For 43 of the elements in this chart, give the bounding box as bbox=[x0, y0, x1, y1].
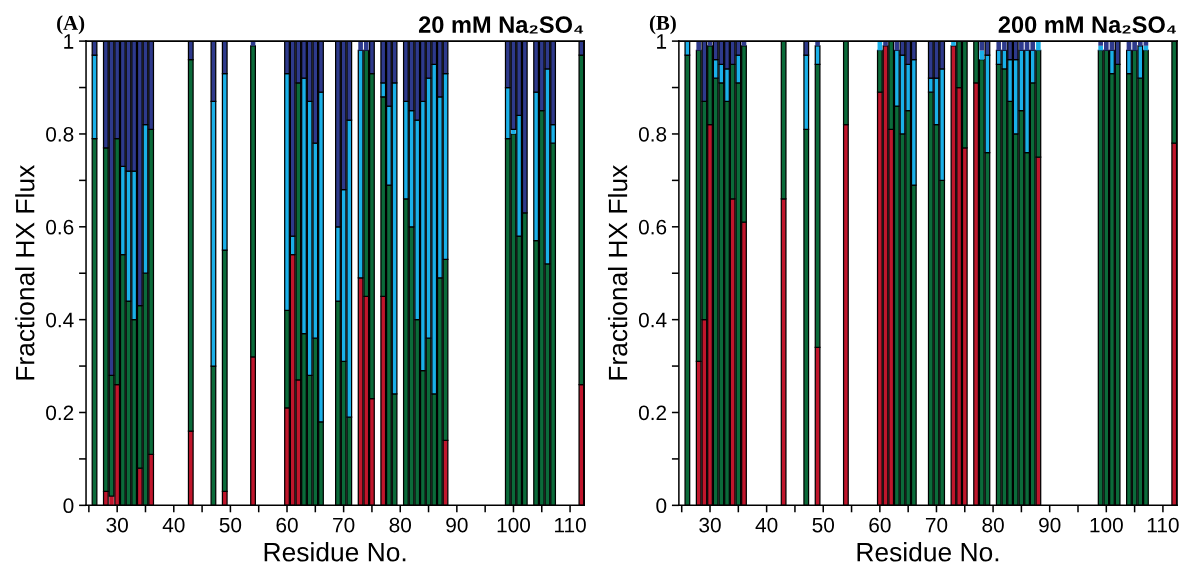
x-tick-label: 110 bbox=[1147, 517, 1179, 533]
y-tick-label: 0.6 bbox=[638, 219, 667, 235]
y-tick-label: 0 bbox=[63, 498, 74, 514]
bar bbox=[1098, 45, 1103, 51]
y-axis-title: Fractional HX Flux bbox=[607, 164, 628, 380]
bar bbox=[815, 41, 820, 46]
bar bbox=[951, 41, 956, 46]
x-tick-label: 70 bbox=[333, 517, 355, 533]
x-tick-label: 100 bbox=[1090, 517, 1123, 533]
y-tick-label: 0.2 bbox=[46, 405, 74, 421]
x-tick-label: 90 bbox=[446, 517, 468, 533]
y-tick-label: 0.6 bbox=[46, 219, 74, 235]
y-tick-label: 1 bbox=[657, 34, 667, 49]
x-tick-label: 90 bbox=[1039, 517, 1061, 533]
y-tick-label: 0.4 bbox=[638, 312, 667, 328]
x-tick-label: 100 bbox=[497, 517, 531, 533]
x-axis-title: Residue No. bbox=[264, 542, 406, 562]
x-tick-label: 50 bbox=[812, 517, 835, 533]
x-tick-label: 30 bbox=[106, 517, 128, 533]
x-tick-label: 110 bbox=[555, 517, 586, 533]
x-axis-title: Residue No. bbox=[857, 542, 999, 562]
x-tick-label: 30 bbox=[699, 517, 721, 533]
y-tick-label: 1 bbox=[64, 34, 74, 49]
x-tick-label: 80 bbox=[389, 517, 412, 533]
y-tick-label: 0.4 bbox=[46, 312, 74, 328]
chart-title: 20 mM Na₂SO₄ bbox=[418, 16, 584, 34]
x-tick-label: 70 bbox=[925, 517, 948, 533]
x-tick-label: 50 bbox=[219, 517, 242, 533]
bar bbox=[883, 41, 888, 46]
x-tick-label: 40 bbox=[162, 517, 185, 533]
text: (B) bbox=[649, 15, 676, 35]
y-tick-label: 0 bbox=[656, 498, 667, 514]
x-tick-label: 60 bbox=[276, 517, 298, 533]
y-tick-label: 0.2 bbox=[638, 405, 667, 421]
bar bbox=[1036, 41, 1041, 51]
x-tick-label: 80 bbox=[982, 517, 1004, 533]
y-tick-label: 0.8 bbox=[46, 126, 74, 142]
x-tick-label: 40 bbox=[755, 517, 778, 533]
chart-title: 200 mM Na₂SO₄ bbox=[998, 16, 1176, 34]
x-tick-label: 60 bbox=[869, 517, 891, 533]
y-axis-title: Fractional HX Flux bbox=[15, 164, 35, 380]
y-tick-label: 0.8 bbox=[638, 126, 667, 142]
text: (A) bbox=[57, 15, 85, 35]
